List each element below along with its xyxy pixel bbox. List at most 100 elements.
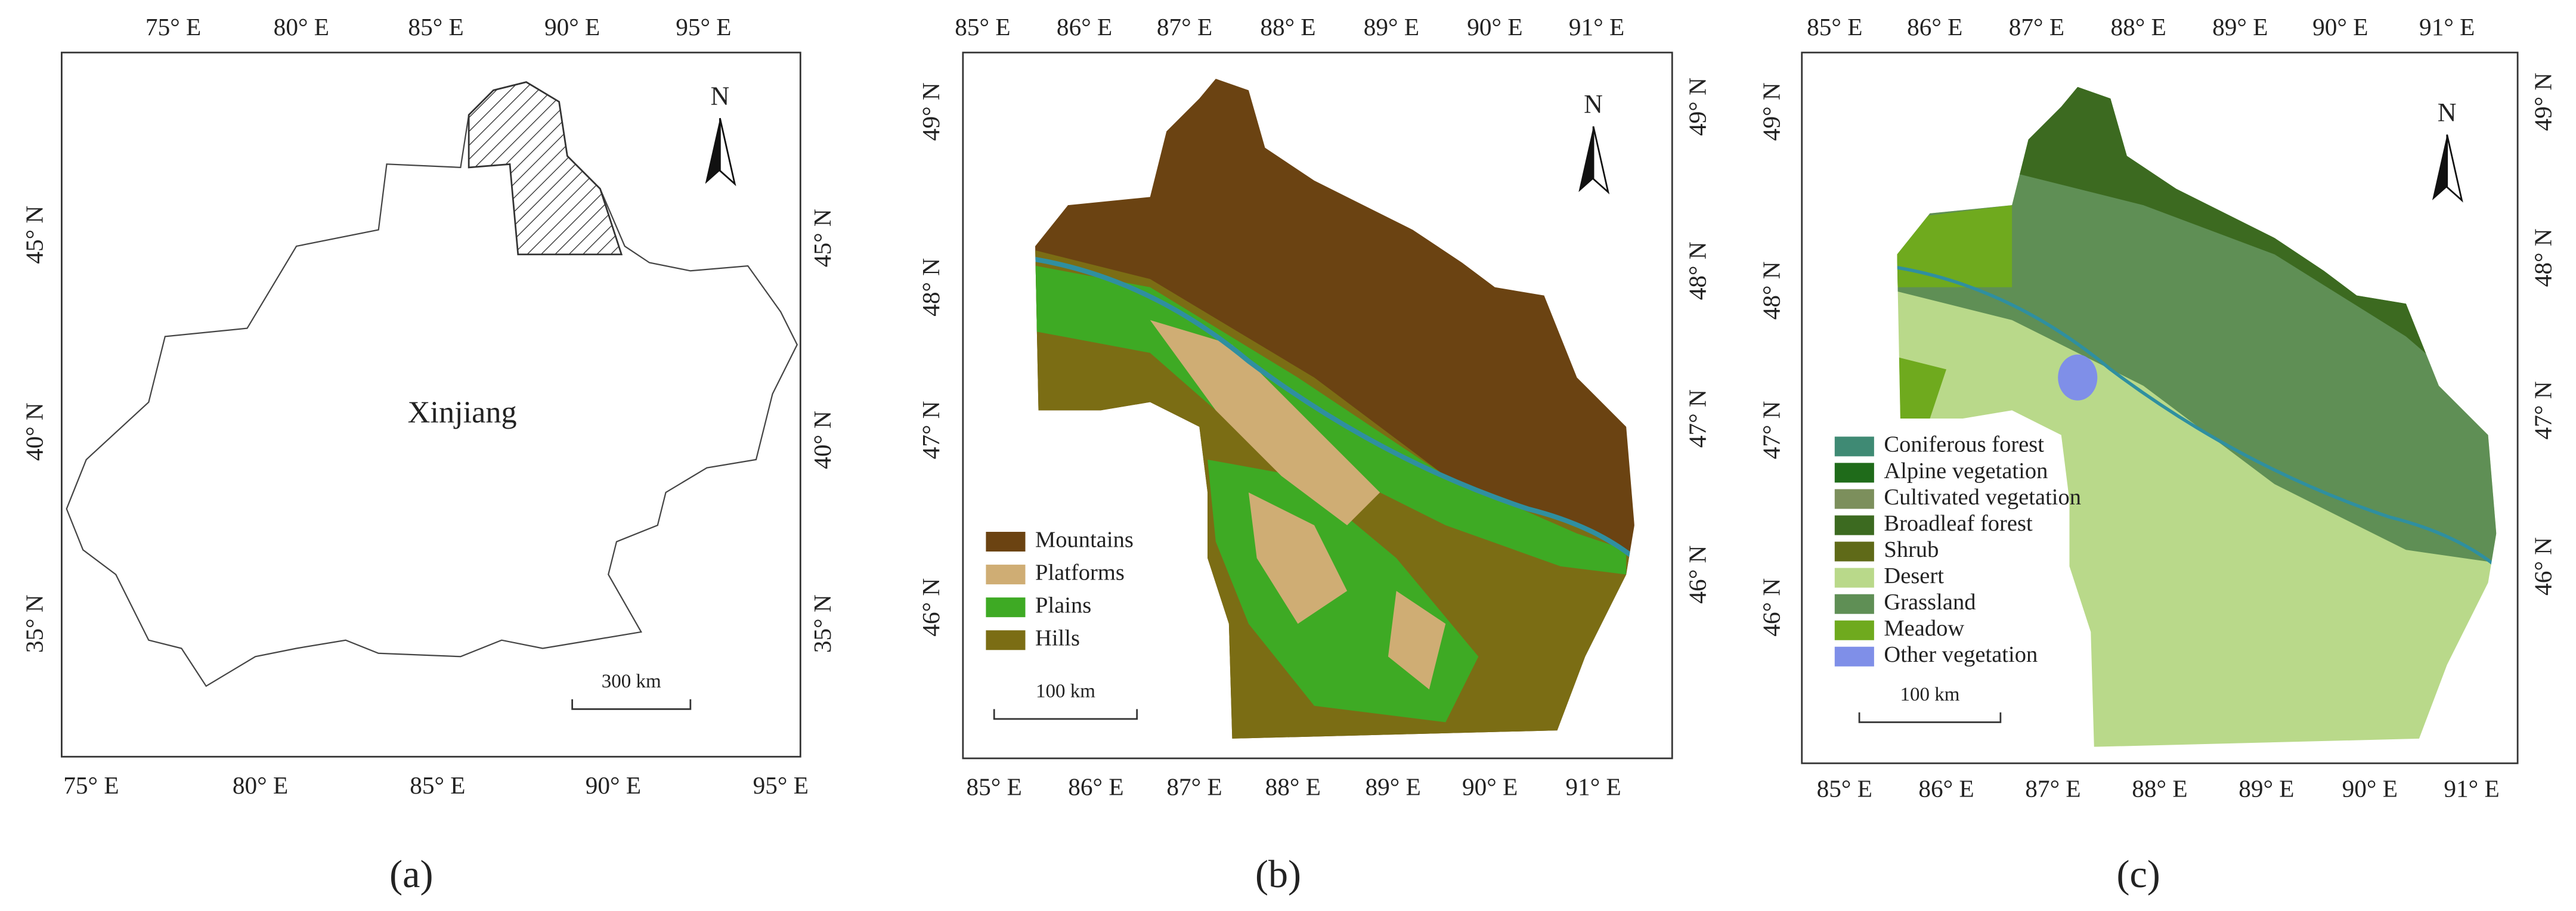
lon-label: 80° E (233, 771, 288, 799)
lat-label: 46° N (1684, 546, 1711, 604)
lon-label: 89° E (1366, 773, 1421, 801)
lon-label: 85° E (955, 13, 1010, 41)
platforms-area (1248, 492, 1446, 690)
river (1035, 256, 1634, 560)
north-arrow (1592, 126, 1610, 194)
lon-label: 95° E (753, 771, 809, 799)
platforms-area (1150, 320, 1380, 526)
lon-label: 87° E (2025, 774, 2080, 802)
legend-swatch (1834, 463, 1874, 483)
north-arrow (2432, 134, 2447, 200)
map-frame (1801, 51, 2519, 764)
scale-label: 100 km (1900, 684, 1959, 705)
lon-label: 87° E (1166, 773, 1222, 801)
river (1897, 266, 2497, 568)
lat-label: 40° N (21, 402, 48, 461)
lon-label: 88° E (1265, 773, 1321, 801)
north-label: N (2438, 98, 2457, 127)
lon-label: 90° E (2342, 774, 2398, 802)
lon-label: 89° E (2212, 13, 2268, 41)
lon-label: 85° E (1817, 774, 1872, 802)
legend-swatch (986, 565, 1026, 585)
legend-swatch (986, 532, 1026, 552)
lon-label: 91° E (2444, 774, 2499, 802)
annotations: 75° E 80° E 85° E 90° E 95° E 75° E 80° E 85° E… (21, 13, 2557, 896)
legend-label: Grassland (1884, 590, 1976, 615)
lat-label: 49° N (917, 82, 945, 141)
panel-label: (b) (1255, 853, 1301, 896)
legend-label: Mountains (1035, 527, 1134, 552)
lon-label: 95° E (676, 13, 731, 41)
lat-label: 45° N (21, 206, 48, 264)
scale-label: 300 km (602, 671, 661, 692)
legend-label: Alpine vegetation (1884, 458, 2048, 484)
lat-label: 47° N (1684, 389, 1711, 448)
legend-label: Shrub (1884, 537, 1939, 562)
legend-swatch (1834, 646, 1874, 667)
lat-label: 46° N (2529, 537, 2556, 596)
lat-label: 35° N (21, 594, 48, 653)
lon-label: 90° E (544, 13, 600, 41)
map-frame (962, 51, 1673, 760)
lon-label: 88° E (1260, 13, 1315, 41)
lat-label: 49° N (1757, 82, 1785, 141)
scale-bar (1858, 712, 2002, 723)
lon-label: 89° E (2238, 774, 2294, 802)
legend-swatch (1834, 568, 1874, 588)
lat-label: 35° N (809, 594, 836, 653)
lat-label: 47° N (917, 401, 945, 459)
scale-bar (993, 709, 1138, 720)
lon-label: 90° E (586, 771, 641, 799)
legend-label: Meadow (1884, 616, 1964, 641)
lon-label: 85° E (408, 13, 463, 41)
lon-label: 87° E (1157, 13, 1212, 41)
lat-label: 49° N (1684, 78, 1711, 136)
lon-label: 80° E (274, 13, 329, 41)
lon-label: 86° E (1068, 773, 1123, 801)
legend-swatch (1834, 515, 1874, 535)
legend-label: Platforms (1035, 560, 1125, 585)
legend-label: Coniferous forest (1884, 432, 2044, 457)
legend-label: Desert (1884, 563, 1944, 588)
lat-label: 46° N (917, 578, 945, 637)
lon-label: 91° E (2419, 13, 2475, 41)
lon-label: 75° E (145, 13, 201, 41)
legend-swatch (1834, 594, 1874, 614)
lon-label: 88° E (2132, 774, 2187, 802)
north-arrow (1578, 126, 1594, 193)
map-frame (61, 51, 801, 758)
panel-label: (c) (2116, 853, 2160, 896)
lon-label: 86° E (1057, 13, 1112, 41)
lon-label: 91° E (1569, 13, 1624, 41)
lon-label: 87° E (2009, 13, 2064, 41)
legend-swatch (986, 630, 1026, 650)
north-arrow (705, 118, 720, 184)
lon-label: 85° E (967, 773, 1022, 801)
landform-map (1035, 79, 1634, 739)
place-label: Xinjiang (408, 395, 517, 430)
legend-label: Hills (1035, 626, 1080, 651)
lake (2058, 354, 2098, 401)
north-arrow (2446, 134, 2463, 203)
legend-swatch (1834, 620, 1874, 640)
north-label: N (1584, 89, 1603, 119)
lat-label: 48° N (2529, 228, 2556, 287)
lat-label: 47° N (1757, 401, 1785, 459)
north-label: N (711, 81, 730, 110)
legend-swatch (1834, 541, 1874, 562)
lon-label: 90° E (1462, 773, 1518, 801)
lon-label: 91° E (1565, 773, 1621, 801)
lon-label: 85° E (410, 771, 465, 799)
legend-swatch (1834, 489, 1874, 509)
lat-label: 40° N (809, 411, 836, 469)
legend-label: Broadleaf forest (1884, 511, 2033, 536)
lon-label: 75° E (63, 771, 119, 799)
lat-label: 47° N (2529, 381, 2556, 439)
lat-label: 48° N (917, 258, 945, 317)
meadow-area (1897, 205, 2012, 419)
legend-label: Cultivated vegetation (1884, 485, 2081, 510)
lon-label: 90° E (1467, 13, 1522, 41)
lon-label: 86° E (1907, 13, 1962, 41)
